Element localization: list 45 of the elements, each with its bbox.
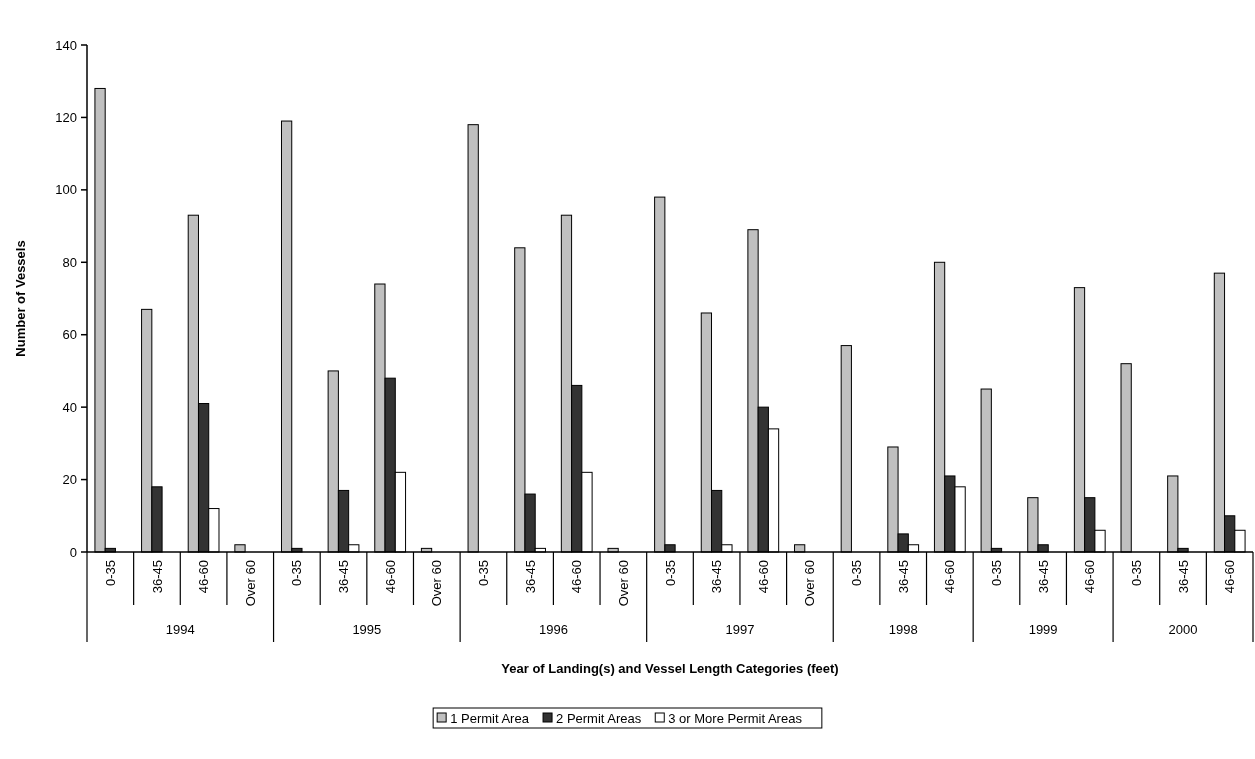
x-tick-label: 36-45: [895, 560, 911, 594]
x-tick-label: 36-45: [149, 560, 165, 594]
text: 1996: [538, 621, 568, 637]
y-axis-title: Number of Vessels: [12, 240, 28, 357]
y-tick-label: 140: [55, 37, 77, 53]
text: 1995: [352, 621, 382, 637]
x-tick-label: Over 60: [615, 560, 631, 607]
x-tick-label: 36-45: [522, 560, 538, 594]
x-tick-label: 46-60: [1082, 560, 1098, 594]
x-tick-label: 0-35: [662, 560, 678, 587]
x-tick-label: 46-60: [942, 560, 958, 594]
x-tick-label: 46-60: [755, 560, 771, 594]
x-tick-label: 36-45: [336, 560, 352, 594]
text: 1994: [165, 621, 195, 637]
y-tick-label: 20: [62, 472, 77, 488]
x-axis-title: Year of Landing(s) and Vessel Length Categories (feet): [501, 660, 839, 676]
x-tick-label: 36-45: [1175, 560, 1191, 594]
text: 1998: [888, 621, 918, 637]
x-tick-label: 46-60: [196, 560, 212, 594]
x-tick-label: 46-60: [382, 560, 398, 594]
x-tick-label: 0-35: [102, 560, 118, 587]
x-tick-label: 0-35: [1128, 560, 1144, 587]
x-tick-label: 36-45: [1035, 560, 1051, 594]
y-tick-label: 100: [55, 182, 77, 198]
legend-label: 1 Permit Area: [450, 710, 530, 726]
x-tick-label: 0-35: [989, 560, 1005, 587]
x-tick-label: Over 60: [802, 560, 818, 607]
x-tick-label: Over 60: [242, 560, 258, 607]
y-tick-label: 40: [62, 399, 77, 415]
y-tick-label: 0: [69, 544, 77, 560]
legend-label: 2 Permit Areas: [556, 710, 642, 726]
x-tick-label: 46-60: [1222, 560, 1238, 594]
x-tick-label: Over 60: [429, 560, 445, 607]
x-tick-label: 0-35: [475, 560, 491, 587]
y-tick-label: 60: [62, 327, 77, 343]
x-tick-label: 46-60: [569, 560, 585, 594]
legend-label: 3 or More Permit Areas: [668, 710, 803, 726]
x-tick-label: 36-45: [709, 560, 725, 594]
x-tick-label: 0-35: [849, 560, 865, 587]
text: 1999: [1028, 621, 1058, 637]
y-tick-label: 80: [62, 254, 77, 270]
x-tick-label: 0-35: [289, 560, 305, 587]
y-tick-label: 120: [55, 109, 77, 125]
text: 2000: [1168, 621, 1198, 637]
text: 1997: [725, 621, 755, 637]
